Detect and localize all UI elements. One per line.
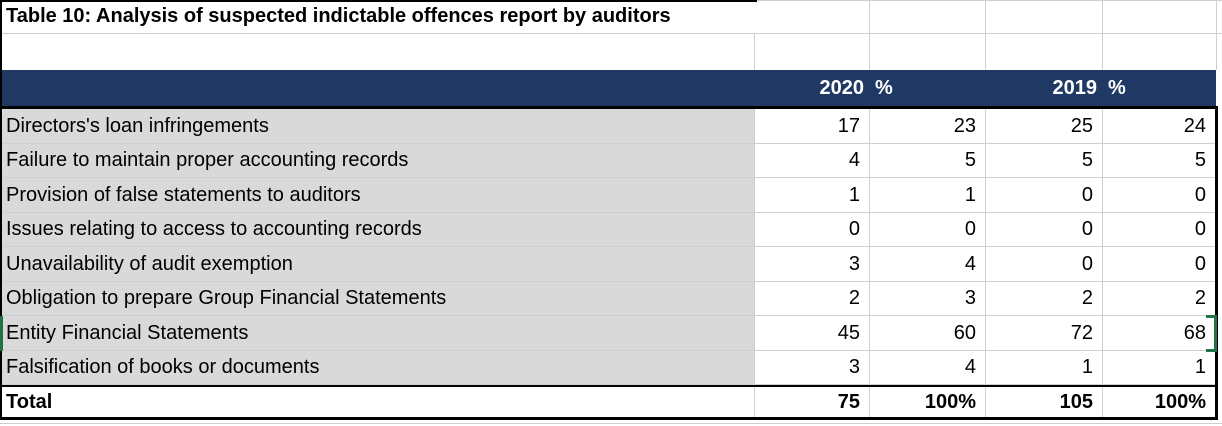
- cell-2019-count[interactable]: 0: [986, 247, 1103, 281]
- cell-2020-pct[interactable]: 5: [870, 144, 986, 177]
- row-label[interactable]: Obligation to prepare Group Financial St…: [0, 282, 755, 315]
- cell-2020-pct[interactable]: 3: [870, 282, 986, 315]
- gridline: [754, 33, 755, 70]
- row-label[interactable]: Unavailability of audit exemption: [0, 247, 755, 281]
- table-right-border: [1215, 109, 1218, 420]
- total-bottom-border: [0, 417, 1218, 420]
- total-2020-count[interactable]: 75: [755, 387, 870, 417]
- cell-2019-pct[interactable]: 5: [1194, 149, 1206, 171]
- cell-2020-count[interactable]: 2: [755, 282, 870, 315]
- gridline: [985, 0, 986, 70]
- selection-border-top-nub: [1206, 315, 1217, 318]
- table-body: Directors's loan infringements 17 23 25 …: [0, 109, 1216, 385]
- cell-2020-count[interactable]: 45: [755, 316, 870, 350]
- total-2019-count[interactable]: 105: [986, 387, 1103, 417]
- header-year-2019[interactable]: 2019: [1052, 76, 1098, 99]
- cell-2019-count[interactable]: 0: [986, 213, 1103, 246]
- total-row: Total 75 100% 105 100%: [0, 387, 1216, 417]
- gridline: [1216, 0, 1217, 70]
- table-row-selected: Entity Financial Statements 45 60 72 68: [0, 316, 1216, 351]
- cell-2019-count[interactable]: 72: [986, 316, 1103, 350]
- cell-2020-count[interactable]: 3: [755, 351, 870, 384]
- cell-2019-pct[interactable]: 24: [1183, 114, 1206, 137]
- row-label[interactable]: Directors's loan infringements: [0, 109, 755, 143]
- cell-2019-count[interactable]: 2: [986, 282, 1103, 315]
- cell-2019-count[interactable]: 25: [986, 109, 1103, 143]
- cell-2020-pct[interactable]: 1: [870, 178, 986, 212]
- cell-2020-count[interactable]: 3: [755, 247, 870, 281]
- total-2019-pct[interactable]: 100%: [1154, 390, 1206, 413]
- cell-2019-pct[interactable]: 68: [1183, 321, 1206, 344]
- table-row: Obligation to prepare Group Financial St…: [0, 282, 1216, 316]
- table-row: Unavailability of audit exemption 3 4 0 …: [0, 247, 1216, 282]
- header-pct-2020[interactable]: %: [875, 76, 893, 99]
- header-year-2020[interactable]: 2020: [819, 76, 865, 99]
- table-title[interactable]: Table 10: Analysis of suspected indictab…: [6, 5, 671, 27]
- cell-2019-pct[interactable]: 1: [1194, 356, 1206, 378]
- table-row: Falsification of books or documents 3 4 …: [0, 351, 1216, 385]
- header-row: 2020 % 2019 %: [0, 70, 1216, 106]
- cell-2020-pct[interactable]: 4: [870, 247, 986, 281]
- table-row: Issues relating to access to accounting …: [0, 213, 1216, 247]
- header-bottom-border: [0, 106, 1218, 109]
- cell-2019-pct[interactable]: 2: [1194, 287, 1206, 309]
- selection-border-right: [1214, 315, 1217, 352]
- cell-2019-count[interactable]: 1: [986, 351, 1103, 384]
- table-left-border: [0, 0, 2, 420]
- table-top-border: [0, 0, 757, 2]
- row-label[interactable]: Falsification of books or documents: [0, 351, 755, 384]
- gridline: [757, 0, 1222, 1]
- row-label[interactable]: Provision of false statements to auditor…: [0, 178, 755, 212]
- table-row: Failure to maintain proper accounting re…: [0, 144, 1216, 178]
- gridline: [869, 0, 870, 70]
- gridline: [0, 423, 1222, 424]
- cell-2020-count[interactable]: 0: [755, 213, 870, 246]
- cell-2020-count[interactable]: 4: [755, 144, 870, 177]
- cell-2020-count[interactable]: 1: [755, 178, 870, 212]
- cell-2019-pct[interactable]: 0: [1194, 183, 1206, 206]
- row-label[interactable]: Failure to maintain proper accounting re…: [0, 144, 755, 177]
- cell-2019-count[interactable]: 0: [986, 178, 1103, 212]
- total-label[interactable]: Total: [0, 387, 755, 417]
- cell-2020-pct[interactable]: 0: [870, 213, 986, 246]
- table-row: Directors's loan infringements 17 23 25 …: [0, 109, 1216, 144]
- total-2020-pct[interactable]: 100%: [870, 387, 986, 417]
- selection-border-left: [0, 316, 3, 351]
- cell-2019-pct[interactable]: 0: [1194, 252, 1206, 275]
- cell-2020-count[interactable]: 17: [755, 109, 870, 143]
- gridline: [1102, 0, 1103, 70]
- total-top-border: [0, 385, 1218, 387]
- title-row: Table 10: Analysis of suspected indictab…: [0, 0, 1222, 33]
- gridline: [0, 33, 1222, 34]
- row-label[interactable]: Issues relating to access to accounting …: [0, 213, 755, 246]
- cell-2020-pct[interactable]: 4: [870, 351, 986, 384]
- selection-border-bottom-nub: [1206, 349, 1217, 352]
- cell-2019-count[interactable]: 5: [986, 144, 1103, 177]
- cell-2019-pct[interactable]: 0: [1194, 218, 1206, 240]
- header-pct-2019[interactable]: %: [1108, 76, 1126, 99]
- table-row: Provision of false statements to auditor…: [0, 178, 1216, 213]
- cell-2020-pct[interactable]: 60: [870, 316, 986, 350]
- row-label[interactable]: Entity Financial Statements: [0, 316, 755, 350]
- cell-2020-pct[interactable]: 23: [870, 109, 986, 143]
